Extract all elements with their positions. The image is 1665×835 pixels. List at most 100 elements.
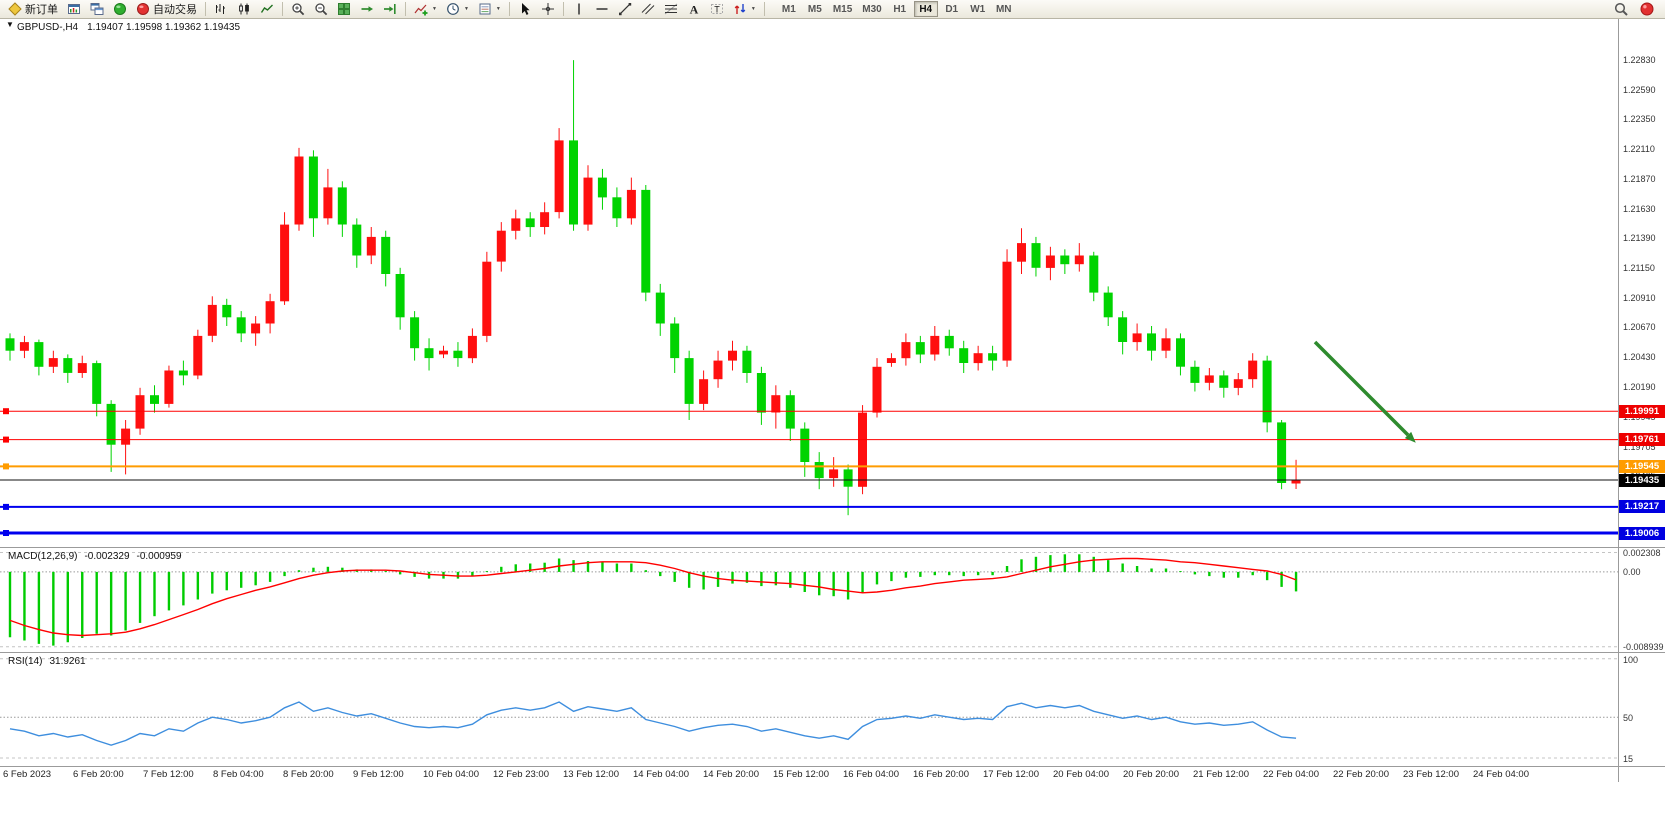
indicators-button[interactable]: ▼	[410, 1, 441, 18]
price-tick: 1.20910	[1623, 292, 1656, 303]
trendline-icon	[618, 2, 632, 16]
line-chart-button[interactable]	[256, 1, 278, 18]
hline-anchor-handle[interactable]	[3, 408, 9, 415]
vertical-line-button[interactable]	[568, 1, 590, 18]
bar-chart-button[interactable]	[210, 1, 232, 18]
alerts-button[interactable]	[1638, 1, 1656, 18]
time-label: 8 Feb 04:00	[213, 769, 264, 780]
channel-button[interactable]	[637, 1, 659, 18]
cursor-button[interactable]	[514, 1, 536, 18]
profiles-button[interactable]	[86, 1, 108, 18]
price-axis[interactable]: 1.22830 1.22590 1.22350 1.22110 1.21870 1.216…	[1619, 0, 1665, 835]
toolbar: 新订单 自动交易 ▼ ▼ ▼ A T ▼ M1 M5 M15 M30 H1 H4 D1 W1 MN	[0, 0, 1665, 19]
panel-separator[interactable]	[0, 652, 1665, 653]
hline-object-1.19761[interactable]	[0, 436, 1618, 443]
hline-anchor-handle[interactable]	[3, 530, 9, 536]
zoom-in-button[interactable]	[287, 1, 309, 18]
toolbar-right-group	[1612, 1, 1661, 18]
autotrading-button-label: 自动交易	[153, 4, 197, 16]
zoom-out-icon	[314, 2, 328, 16]
text-label-button[interactable]: T	[706, 1, 728, 18]
hline-anchor-handle[interactable]	[3, 463, 9, 470]
timeframe-d1-button[interactable]: D1	[940, 1, 964, 17]
time-label: 22 Feb 20:00	[1333, 769, 1389, 780]
templates-button[interactable]: ▼	[474, 1, 505, 18]
hline-anchor-handle[interactable]	[3, 436, 9, 443]
time-label: 14 Feb 04:00	[633, 769, 689, 780]
candlestick-chart-button[interactable]	[233, 1, 255, 18]
profiles-icon	[90, 2, 104, 16]
bar-chart-icon	[214, 2, 228, 16]
hline-object-1.19217[interactable]	[0, 503, 1618, 510]
time-label: 17 Feb 12:00	[983, 769, 1039, 780]
hline-anchor-handle[interactable]	[3, 503, 9, 510]
market-watch-button[interactable]	[109, 1, 131, 18]
price-label-1.19006: 1.19006	[1619, 526, 1665, 540]
timeframe-mn-button[interactable]: MN	[992, 1, 1016, 17]
price-label-1.19217: 1.19217	[1619, 500, 1665, 514]
time-label: 12 Feb 23:00	[493, 769, 549, 780]
time-label: 21 Feb 12:00	[1193, 769, 1249, 780]
hline-object-1.19991[interactable]	[0, 408, 1618, 415]
chart-window-button[interactable]	[63, 1, 85, 18]
timeframe-m30-button[interactable]: M30	[858, 1, 885, 17]
symbol-period-label: GBPUSD-,H4	[17, 22, 79, 33]
toolbar-separator	[405, 2, 406, 16]
timeframe-w1-button[interactable]: W1	[966, 1, 990, 17]
text-label-icon: T	[710, 2, 724, 16]
chart-header: GBPUSD-,H4 1.19407 1.19598 1.19362 1.194…	[17, 22, 240, 33]
price-tick: 1.20430	[1623, 351, 1656, 362]
timeframe-h1-button[interactable]: H1	[888, 1, 912, 17]
new-order-button[interactable]: 新订单	[4, 1, 62, 18]
time-axis[interactable]: 6 Feb 2023 6 Feb 20:00 7 Feb 12:00 8 Feb 04…	[0, 767, 1618, 782]
dropdown-caret-icon: ▼	[750, 6, 756, 12]
trendline-button[interactable]	[614, 1, 636, 18]
zoom-out-button[interactable]	[310, 1, 332, 18]
auto-scroll-icon	[360, 2, 374, 16]
periods-button[interactable]: ▼	[442, 1, 473, 18]
auto-scroll-button[interactable]	[356, 1, 378, 18]
macd-signal-value: -0.000959	[136, 551, 182, 562]
timeframe-m15-button[interactable]: M15	[829, 1, 856, 17]
timeframe-m1-button[interactable]: M1	[777, 1, 801, 17]
fibonacci-button[interactable]	[660, 1, 682, 18]
macd-histogram	[8, 554, 1298, 646]
line-chart-icon	[260, 2, 274, 16]
panel-separator[interactable]	[0, 547, 1665, 548]
trend-arrow-object[interactable]	[1313, 340, 1416, 443]
axis-border	[1618, 19, 1619, 782]
crosshair-icon	[541, 2, 555, 16]
price-chart-canvas[interactable]	[0, 18, 1618, 547]
horizontal-line-button[interactable]	[591, 1, 613, 18]
search-button[interactable]	[1612, 1, 1630, 18]
hline-object-1.19545[interactable]	[0, 463, 1618, 470]
one-click-trading-toggle[interactable]: ▼	[6, 20, 14, 29]
macd-axis-tick: 0.002308	[1623, 547, 1661, 558]
autotrading-button[interactable]: 自动交易	[132, 1, 201, 18]
macd-indicator-header: MACD(12,26,9) -0.002329 -0.000959	[8, 551, 182, 562]
candlestick-icon	[237, 2, 251, 16]
text-button[interactable]: A	[683, 1, 705, 18]
arrows-button[interactable]: ▼	[729, 1, 760, 18]
autotrading-icon	[136, 2, 150, 16]
time-label: 16 Feb 20:00	[913, 769, 969, 780]
toolbar-separator	[508, 2, 510, 16]
rsi-panel-canvas[interactable]	[0, 653, 1618, 766]
time-label: 13 Feb 12:00	[563, 769, 619, 780]
rsi-label: RSI(14)	[8, 656, 43, 667]
macd-panel-canvas[interactable]	[0, 548, 1618, 652]
time-label: 16 Feb 04:00	[843, 769, 899, 780]
indicators-icon	[414, 2, 428, 16]
timeframe-m5-button[interactable]: M5	[803, 1, 827, 17]
hline-object-1.19006[interactable]	[0, 530, 1618, 536]
timeframe-h4-button[interactable]: H4	[913, 1, 938, 17]
macd-axis-tick: -0.008939	[1623, 641, 1664, 652]
tile-windows-button[interactable]	[333, 1, 355, 18]
crosshair-button[interactable]	[537, 1, 559, 18]
macd-signal-line	[9, 557, 1297, 637]
new-order-button-label: 新订单	[25, 4, 58, 16]
chart-shift-button[interactable]	[379, 1, 401, 18]
time-label: 20 Feb 20:00	[1123, 769, 1179, 780]
price-label-1.19545: 1.19545	[1619, 459, 1665, 473]
